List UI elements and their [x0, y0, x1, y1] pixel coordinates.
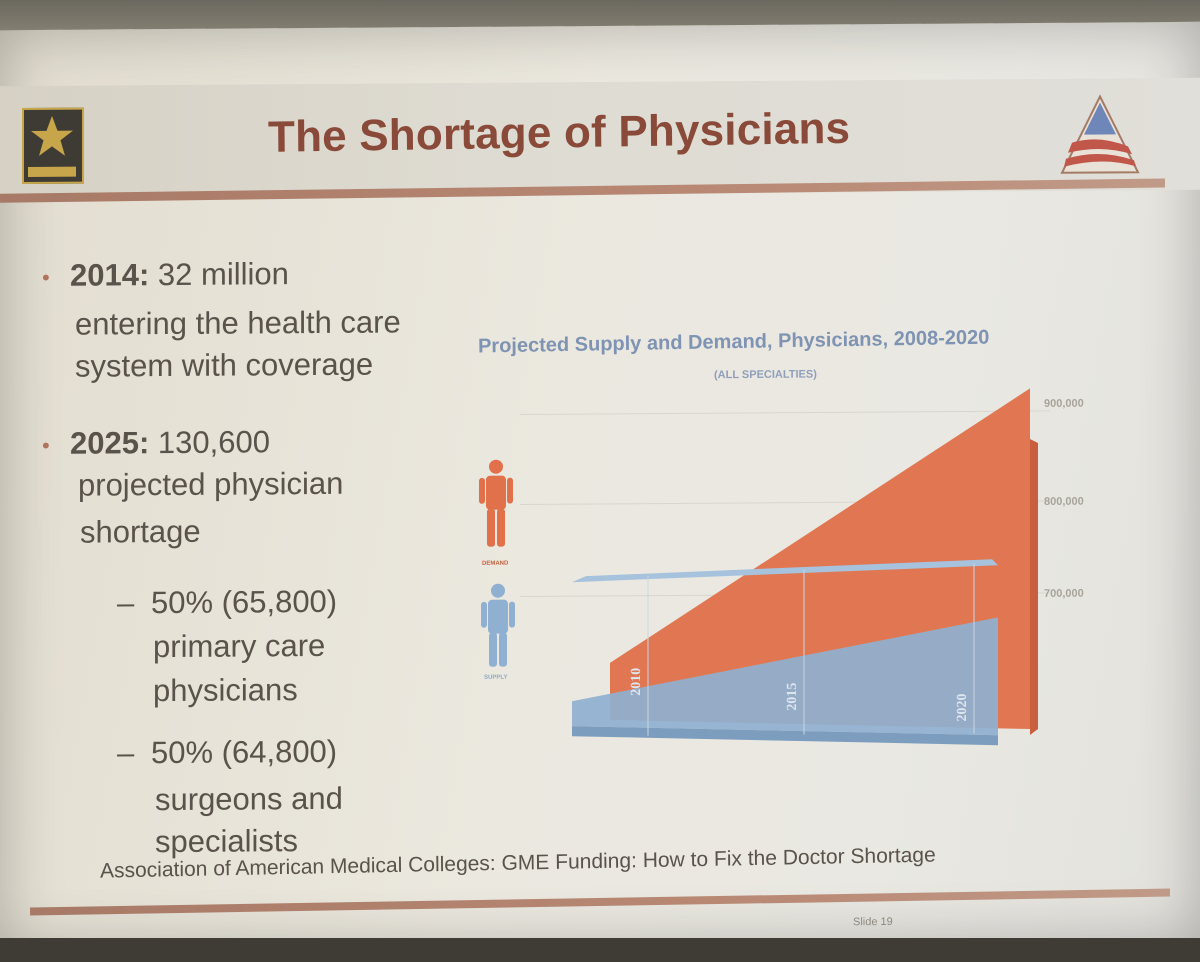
sub-bullet-text: primary care	[153, 627, 326, 665]
star-icon	[31, 115, 73, 156]
x-axis-ticks: 2010 2015 2020	[629, 563, 975, 736]
slide-title: The Shortage of Physicians	[267, 103, 851, 162]
gridline	[520, 410, 1050, 416]
sub-bullet-text: physicians	[153, 672, 298, 709]
bullet-2025-line1: 2025: 130,600	[70, 424, 270, 461]
slide-number: Slide 19	[853, 915, 893, 929]
x-tick-label: 2010	[629, 668, 644, 696]
supply-person-icon	[481, 583, 515, 667]
bullet-year: 2014:	[70, 257, 150, 293]
y-tick-label: 800,000	[1044, 496, 1084, 508]
supply-area-base	[572, 726, 998, 746]
room-floor	[0, 938, 1200, 962]
supply-legend-label: SUPPLY	[484, 675, 507, 681]
supply-area-3d	[572, 559, 998, 746]
footer-rule	[29, 888, 1171, 916]
demand-person-icon	[479, 459, 513, 547]
army-logo-band	[28, 166, 76, 177]
bullet-text: 32 million	[149, 256, 289, 293]
sub-bullet-dash: –	[117, 735, 135, 771]
y-tick-label: 700,000	[1044, 588, 1084, 600]
bullet-year: 2025:	[70, 425, 150, 461]
bullet-text: projected physician	[78, 465, 344, 503]
bullet-dot: •	[42, 264, 50, 290]
bullet-text: entering the health care	[75, 304, 401, 342]
y-tick-label: 900,000	[1044, 398, 1084, 410]
sub-bullet-text: specialists	[155, 823, 298, 860]
bullet-text: 130,600	[149, 424, 270, 461]
flag-pyramid-logo	[1060, 94, 1140, 174]
sub-bullet-text: 50% (65,800)	[151, 583, 338, 621]
bullet-text: shortage	[80, 513, 201, 550]
sub-bullet-text: surgeons and	[155, 780, 343, 818]
supply-demand-chart: 900,000 800,000 700,000 2010 2015 2020 DEMAN…	[479, 388, 1084, 746]
supply-area	[572, 617, 998, 736]
supply-area-top	[572, 559, 998, 583]
demand-legend-label: DEMAND	[482, 561, 509, 567]
bullet-text: system with coverage	[75, 346, 374, 384]
projected-slide: The Shortage of Physicians • 2014: 32 mi…	[0, 21, 1200, 951]
bullet-dot: •	[42, 432, 50, 458]
chart-subtitle: (ALL SPECIALTIES)	[714, 368, 817, 382]
demand-area-side	[1030, 438, 1038, 735]
chart-title: Projected Supply and Demand, Physicians,…	[477, 326, 990, 358]
army-star-logo	[22, 107, 84, 185]
x-tick-label: 2015	[785, 683, 800, 711]
x-tick-label: 2020	[955, 693, 970, 721]
sub-bullet-dash: –	[117, 585, 135, 621]
bullet-2014-line1: 2014: 32 million	[70, 256, 289, 294]
y-axis-ticks: 900,000 800,000 700,000	[1044, 398, 1084, 600]
sub-bullet-text: 50% (64,800)	[151, 733, 338, 771]
